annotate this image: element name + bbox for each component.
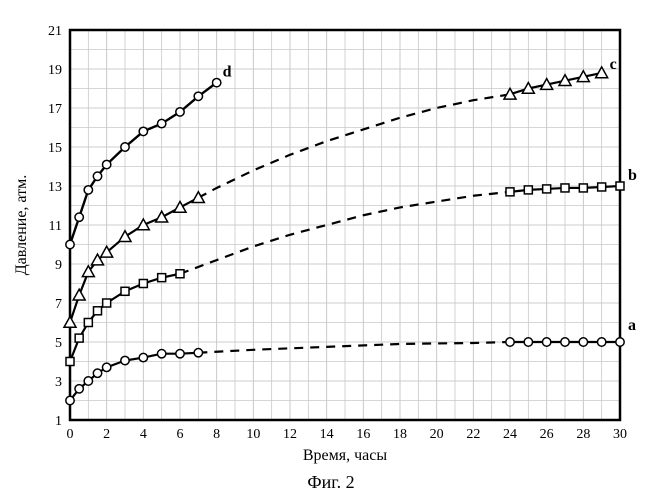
- svg-text:6: 6: [177, 427, 184, 442]
- svg-text:7: 7: [55, 297, 62, 312]
- svg-text:30: 30: [613, 427, 627, 442]
- svg-text:1: 1: [55, 414, 62, 429]
- svg-text:19: 19: [48, 63, 62, 78]
- svg-text:10: 10: [246, 427, 260, 442]
- svg-text:17: 17: [48, 102, 62, 117]
- svg-text:21: 21: [48, 24, 62, 39]
- series-label-c: c: [610, 56, 617, 73]
- svg-text:11: 11: [49, 219, 62, 234]
- svg-text:18: 18: [393, 427, 407, 442]
- series-label-a: a: [628, 317, 636, 334]
- figure-container: 0246810121416182022242628301357911131517…: [0, 0, 662, 500]
- series-label-b: b: [628, 167, 637, 184]
- pressure-time-chart: 0246810121416182022242628301357911131517…: [0, 0, 662, 500]
- svg-text:8: 8: [213, 427, 220, 442]
- svg-text:26: 26: [540, 427, 554, 442]
- svg-text:24: 24: [503, 427, 517, 442]
- svg-text:14: 14: [320, 427, 334, 442]
- figure-caption: Фиг. 2: [0, 472, 662, 493]
- svg-text:13: 13: [48, 180, 62, 195]
- svg-text:9: 9: [55, 258, 62, 273]
- svg-text:28: 28: [576, 427, 590, 442]
- svg-text:22: 22: [466, 427, 480, 442]
- svg-text:20: 20: [430, 427, 444, 442]
- svg-text:4: 4: [140, 427, 147, 442]
- x-axis-label: Время, часы: [303, 447, 388, 464]
- y-axis-label: Давление, атм.: [13, 175, 30, 275]
- svg-text:15: 15: [48, 141, 62, 156]
- svg-text:3: 3: [55, 375, 62, 390]
- svg-text:16: 16: [356, 427, 370, 442]
- svg-text:5: 5: [55, 336, 62, 351]
- svg-text:2: 2: [103, 427, 110, 442]
- svg-text:12: 12: [283, 427, 297, 442]
- series-label-d: d: [223, 64, 232, 81]
- svg-text:0: 0: [67, 427, 74, 442]
